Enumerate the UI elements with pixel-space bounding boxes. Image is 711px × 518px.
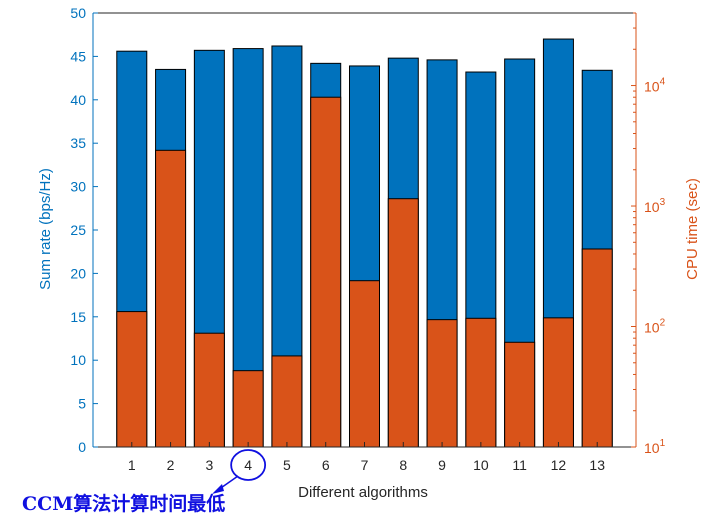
- cpu-time-bar-4: [232, 370, 264, 448]
- left-axis-label: Sum rate (bps/Hz): [37, 168, 54, 290]
- cpu-time-bar-5: [271, 355, 303, 448]
- x-axis-ticks: 1 2 3 4 5 6 7 8 9 10 11 12 13: [128, 442, 605, 473]
- cpu-time-bar-7: [349, 280, 380, 448]
- right-axis-ticks: 101 102 103 104: [631, 12, 666, 456]
- highlight-circle: [230, 449, 267, 481]
- left-tick-label: 5: [78, 396, 86, 412]
- left-tick-label: 25: [70, 222, 86, 238]
- left-tick-label: 45: [70, 48, 86, 64]
- cpu-time-bar-11: [504, 341, 536, 448]
- left-axis-ticks: 0 5 10 15 20 25 30 35 40 45 50: [70, 5, 98, 455]
- x-tick-label: 13: [589, 457, 605, 473]
- cpu-time-bar-8: [387, 198, 419, 448]
- right-axis-label: CPU time (sec): [684, 178, 701, 280]
- right-tick-label: 103: [644, 197, 666, 215]
- x-tick-label: 6: [322, 457, 330, 473]
- cpu-time-bars: [116, 96, 613, 448]
- cpu-time-bar-2: [155, 149, 187, 448]
- right-tick-label: 101: [644, 438, 666, 456]
- x-tick-label: 11: [512, 457, 527, 473]
- left-tick-label: 20: [70, 265, 86, 281]
- right-tick-label: 102: [644, 318, 666, 336]
- cpu-time-bar-10: [465, 317, 497, 448]
- left-tick-label: 50: [70, 5, 86, 21]
- left-tick-label: 40: [70, 92, 86, 108]
- x-tick-label: 8: [399, 457, 407, 473]
- x-tick-label: 1: [128, 457, 136, 473]
- x-axis-label: Different algorithms: [298, 484, 428, 501]
- cpu-time-bar-9: [426, 319, 458, 448]
- cpu-time-bar-6: [310, 96, 342, 448]
- cpu-time-bar-1: [116, 311, 148, 448]
- x-tick-label: 3: [205, 457, 213, 473]
- left-tick-label: 35: [70, 135, 86, 151]
- x-tick-label: 5: [283, 457, 291, 473]
- x-tick-label: 2: [167, 457, 175, 473]
- left-tick-label: 15: [70, 309, 86, 325]
- left-tick-label: 10: [70, 352, 86, 368]
- annotation: CCM算法计算时间最低: [22, 449, 267, 515]
- annotation-arrowhead: [212, 484, 224, 494]
- cpu-time-bar-3: [193, 332, 225, 448]
- annotation-text: CCM算法计算时间最低: [22, 492, 225, 515]
- x-tick-label: 10: [473, 457, 489, 473]
- cpu-time-bar-12: [542, 317, 574, 448]
- x-tick-label: 7: [361, 457, 369, 473]
- right-tick-label: 104: [644, 77, 666, 95]
- x-tick-label: 9: [438, 457, 446, 473]
- left-tick-label: 30: [70, 179, 86, 195]
- x-tick-label: 4: [244, 457, 252, 473]
- left-tick-label: 0: [78, 439, 86, 455]
- x-tick-label: 12: [551, 457, 567, 473]
- cpu-time-bar-13: [581, 248, 613, 448]
